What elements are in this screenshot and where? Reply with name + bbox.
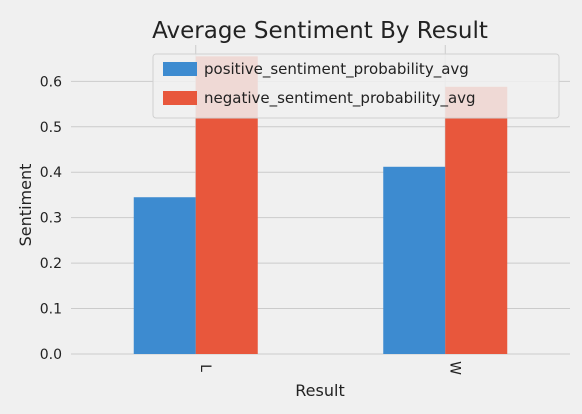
x-axis-label: Result [295, 381, 344, 400]
y-tick-label: 0.5 [40, 120, 62, 136]
y-tick-label: 0.4 [40, 165, 62, 181]
legend-box [152, 53, 560, 119]
y-axis-label: Sentiment [16, 164, 35, 247]
bar-W-negative [445, 86, 508, 355]
y-tick-label: 0.1 [40, 302, 62, 318]
legend-swatch-positive [163, 62, 197, 76]
y-tick-label: 0.0 [40, 347, 62, 363]
y-tick-label: 0.3 [40, 211, 62, 227]
y-tick-label: 0.6 [40, 74, 62, 90]
chart-title: Average Sentiment By Result [152, 18, 488, 44]
bar-W-positive [383, 166, 446, 354]
x-tick-label: W [446, 361, 462, 375]
legend-label-negative: negative_sentiment_probability_avg [204, 89, 476, 108]
legend: positive_sentiment_probability_avg negat… [152, 53, 560, 119]
bar-L-positive [133, 197, 196, 354]
y-axis-ticks: 0.0 0.1 0.2 0.3 0.4 0.5 0.6 [40, 74, 62, 363]
legend-label-positive: positive_sentiment_probability_avg [204, 60, 469, 79]
x-tick-label: L [197, 364, 213, 372]
y-tick-label: 0.2 [40, 256, 62, 272]
legend-swatch-negative [163, 91, 197, 105]
